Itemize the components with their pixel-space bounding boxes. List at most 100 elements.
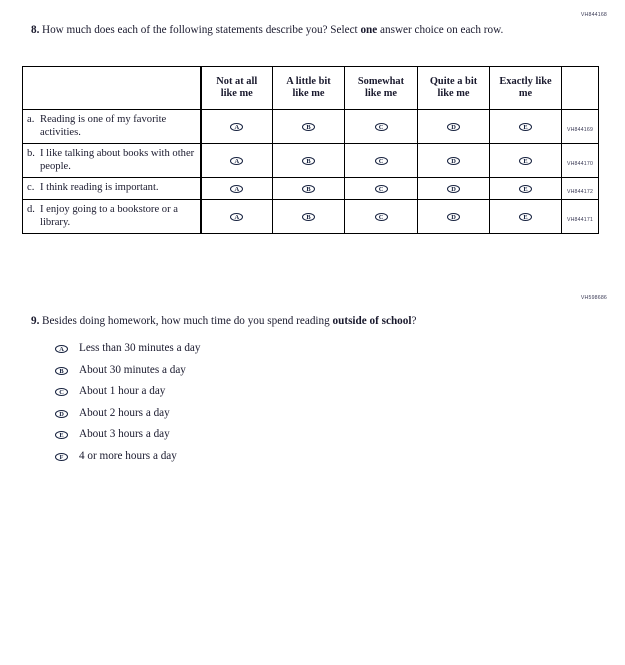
row-letter: b. — [27, 148, 35, 160]
radio-bubble-a[interactable]: A — [230, 212, 244, 221]
matrix-header-statement — [22, 66, 202, 110]
question-8-matrix-table: Not at all like me A little bit like me … — [22, 66, 599, 235]
matrix-row-item-code-d: VH844171 — [561, 198, 599, 235]
header-line-1: Not at all — [216, 75, 258, 87]
radio-bubble-d[interactable]: D — [447, 185, 460, 193]
bubble-cell-d-exactly-like-me[interactable]: E — [489, 198, 562, 235]
radio-bubble-f[interactable]: F — [55, 452, 68, 461]
table-row: a. Reading is one of my favorite activit… — [22, 108, 599, 145]
bubble-cell-c-a-little-bit-like-me[interactable]: B — [272, 177, 345, 200]
table-row: b. I like talking about books with other… — [22, 143, 599, 179]
radio-bubble-a[interactable]: A — [230, 157, 244, 166]
bubble-cell-d-quite-a-bit-like-me[interactable]: D — [417, 198, 490, 235]
radio-bubble-c[interactable]: C — [55, 388, 68, 397]
bubble-cell-b-a-little-bit-like-me[interactable]: B — [272, 143, 345, 179]
option-bubble-wrapper: F — [55, 447, 79, 465]
matrix-row-statement-a: a. Reading is one of my favorite activit… — [22, 108, 202, 145]
matrix-header-not-at-all-like-me: Not at all like me — [200, 66, 273, 110]
bubble-cell-c-not-at-all-like-me[interactable]: A — [200, 177, 273, 200]
radio-bubble-d[interactable]: D — [447, 212, 460, 221]
question-9-emphasis: outside of school — [332, 315, 412, 327]
option-label-less-than-30-minutes: Less than 30 minutes a day — [79, 342, 201, 355]
radio-bubble-b[interactable]: B — [302, 185, 315, 193]
bubble-cell-c-somewhat-like-me[interactable]: C — [344, 177, 418, 200]
radio-bubble-e[interactable]: E — [519, 185, 532, 193]
option-bubble-wrapper: E — [55, 426, 79, 444]
radio-bubble-c[interactable]: C — [374, 157, 388, 166]
radio-bubble-c[interactable]: C — [374, 122, 388, 131]
matrix-header-item-code — [561, 66, 599, 110]
question-8-stem: 8. How much does each of the following s… — [22, 23, 542, 39]
item-code-question-9: VH598686 — [580, 295, 607, 301]
list-item[interactable]: C About 1 hour a day — [55, 381, 200, 403]
bubble-cell-b-quite-a-bit-like-me[interactable]: D — [417, 143, 490, 179]
bubble-cell-d-not-at-all-like-me[interactable]: A — [200, 198, 273, 235]
bubble-cell-b-exactly-like-me[interactable]: E — [489, 143, 562, 179]
radio-bubble-c[interactable]: C — [374, 185, 388, 193]
radio-bubble-a[interactable]: A — [55, 345, 68, 354]
list-item[interactable]: E About 3 hours a day — [55, 424, 200, 446]
matrix-header-a-little-bit-like-me: A little bit like me — [272, 66, 345, 110]
item-code: VH844170 — [566, 160, 594, 167]
radio-bubble-b[interactable]: B — [302, 212, 315, 221]
matrix-header-somewhat-like-me: Somewhat like me — [344, 66, 418, 110]
radio-bubble-d[interactable]: D — [447, 157, 460, 166]
radio-bubble-b[interactable]: B — [55, 366, 68, 375]
question-8-text-part1: How much does each of the following stat… — [42, 24, 361, 36]
radio-bubble-d[interactable]: D — [55, 409, 68, 418]
bubble-cell-c-exactly-like-me[interactable]: E — [489, 177, 562, 200]
radio-bubble-d[interactable]: D — [447, 122, 460, 131]
row-letter: c. — [27, 182, 35, 194]
item-code-question-8: VH844168 — [580, 12, 607, 18]
option-bubble-wrapper: C — [55, 383, 79, 401]
row-letter: a. — [27, 114, 35, 125]
bubble-cell-d-somewhat-like-me[interactable]: C — [344, 198, 418, 235]
table-row: c. I think reading is important. A B C D — [22, 177, 599, 200]
row-statement-text: I enjoy going to a bookstore or a librar… — [40, 203, 178, 228]
header-line-2: like me — [292, 88, 325, 99]
question-9-text-part2: ? — [411, 315, 417, 327]
matrix-row-item-code-a: VH844169 — [561, 108, 599, 145]
question-8-number: 8. — [31, 24, 40, 36]
bubble-cell-a-a-little-bit-like-me[interactable]: B — [272, 108, 345, 145]
list-item[interactable]: B About 30 minutes a day — [55, 360, 200, 382]
matrix-header-exactly-like-me: Exactly like me — [489, 66, 562, 110]
header-line-2: like me — [364, 88, 398, 99]
header-line-1: Quite a bit — [429, 75, 478, 87]
bubble-cell-a-exactly-like-me[interactable]: E — [489, 108, 562, 145]
option-label-about-1-hour: About 1 hour a day — [79, 385, 166, 398]
bubble-cell-d-a-little-bit-like-me[interactable]: B — [272, 198, 345, 235]
bubble-cell-c-quite-a-bit-like-me[interactable]: D — [417, 177, 490, 200]
row-letter: d. — [27, 203, 35, 215]
bubble-cell-b-not-at-all-like-me[interactable]: A — [200, 143, 273, 179]
bubble-cell-a-quite-a-bit-like-me[interactable]: D — [417, 108, 490, 145]
matrix-row-statement-d: d. I enjoy going to a bookstore or a lib… — [22, 198, 202, 235]
matrix-row-statement-b: b. I like talking about books with other… — [22, 143, 202, 179]
list-item[interactable]: F 4 or more hours a day — [55, 446, 200, 468]
table-row: d. I enjoy going to a bookstore or a lib… — [22, 198, 599, 235]
question-9-stem: 9. Besides doing homework, how much time… — [22, 314, 582, 330]
bubble-cell-a-somewhat-like-me[interactable]: C — [344, 108, 418, 145]
radio-bubble-e[interactable]: E — [519, 122, 532, 131]
radio-bubble-e[interactable]: E — [519, 157, 532, 166]
list-item[interactable]: D About 2 hours a day — [55, 403, 200, 425]
radio-bubble-c[interactable]: C — [374, 212, 388, 221]
radio-bubble-a[interactable]: A — [230, 122, 244, 131]
radio-bubble-e[interactable]: E — [519, 212, 532, 221]
option-bubble-wrapper: A — [55, 340, 79, 358]
question-9-options: A Less than 30 minutes a day B About 30 … — [55, 338, 200, 467]
row-statement-text: I like talking about books with other pe… — [40, 148, 195, 172]
radio-bubble-e[interactable]: E — [55, 431, 68, 440]
radio-bubble-a[interactable]: A — [230, 185, 244, 193]
question-9-text-part1: Besides doing homework, how much time do… — [42, 315, 333, 327]
bubble-cell-a-not-at-all-like-me[interactable]: A — [200, 108, 273, 145]
radio-bubble-b[interactable]: B — [302, 157, 315, 166]
option-bubble-wrapper: D — [55, 404, 79, 422]
row-statement-text: Reading is one of my favorite activities… — [40, 114, 167, 138]
list-item[interactable]: A Less than 30 minutes a day — [55, 338, 200, 360]
bubble-cell-b-somewhat-like-me[interactable]: C — [344, 143, 418, 179]
question-9-text: Besides doing homework, how much time do… — [42, 314, 416, 330]
radio-bubble-b[interactable]: B — [302, 122, 315, 131]
question-8-text: How much does each of the following stat… — [42, 23, 503, 39]
